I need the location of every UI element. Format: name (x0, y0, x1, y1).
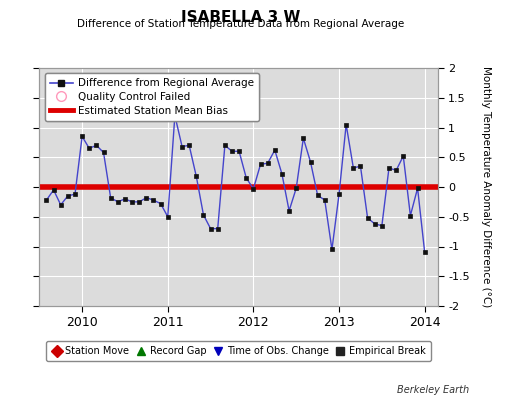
Legend: Difference from Regional Average, Quality Control Failed, Estimated Station Mean: Difference from Regional Average, Qualit… (45, 73, 259, 121)
Text: ISABELLA 3 W: ISABELLA 3 W (181, 10, 301, 25)
Text: Berkeley Earth: Berkeley Earth (397, 385, 469, 395)
Y-axis label: Monthly Temperature Anomaly Difference (°C): Monthly Temperature Anomaly Difference (… (481, 66, 490, 308)
Legend: Station Move, Record Gap, Time of Obs. Change, Empirical Break: Station Move, Record Gap, Time of Obs. C… (46, 342, 431, 361)
Text: Difference of Station Temperature Data from Regional Average: Difference of Station Temperature Data f… (78, 19, 405, 29)
